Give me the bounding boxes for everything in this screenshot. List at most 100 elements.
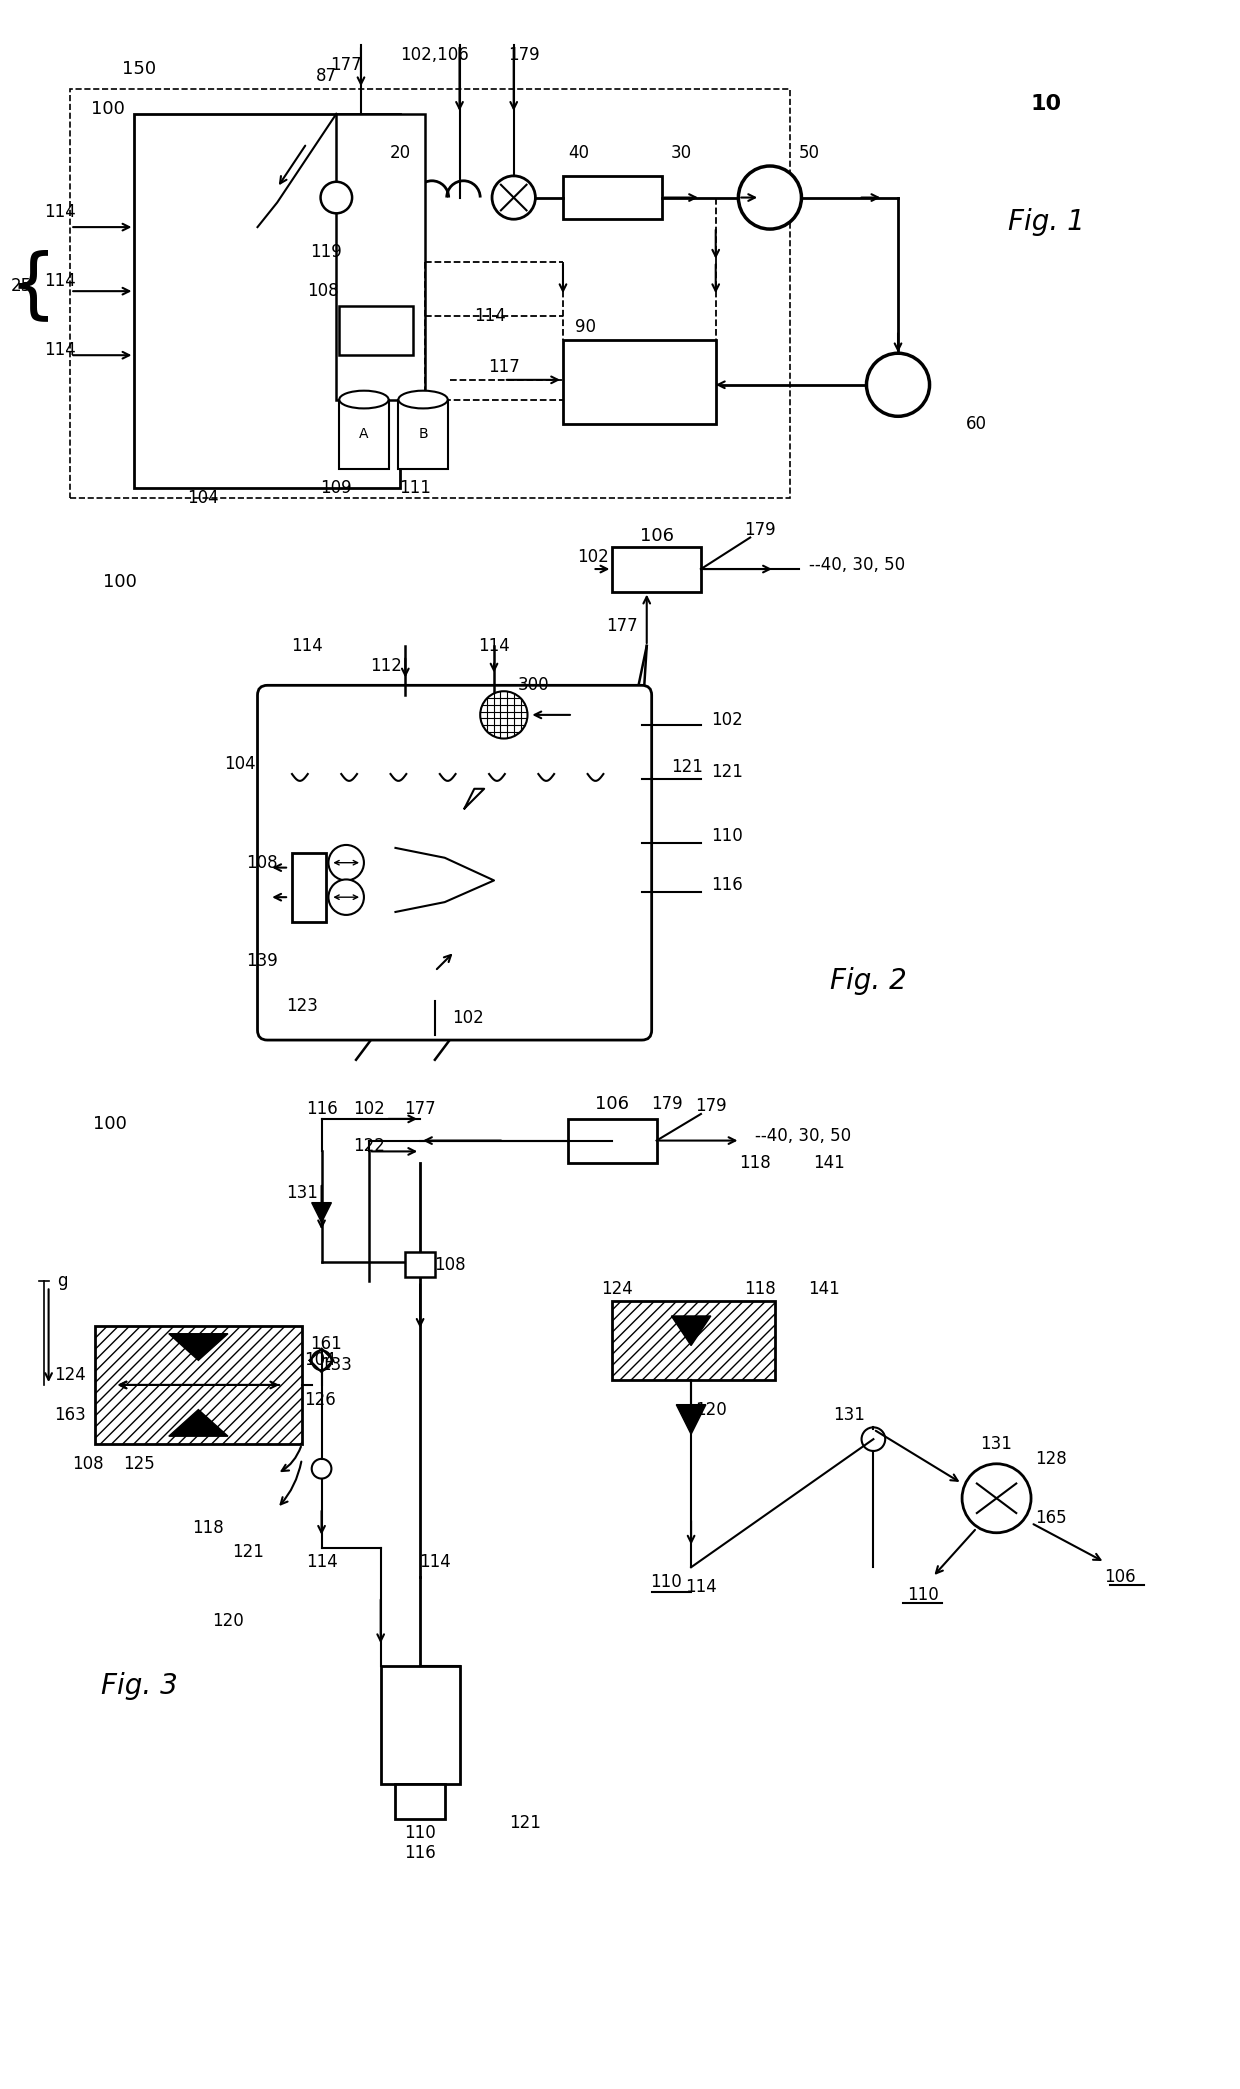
Bar (398, 399, 448, 468)
Text: 104: 104 (224, 754, 255, 773)
Text: 179: 179 (694, 1097, 727, 1116)
Bar (340, 305, 413, 355)
Bar (381, 1665, 460, 1784)
Text: 177: 177 (404, 1101, 436, 1118)
Text: 126: 126 (304, 1391, 336, 1408)
Text: 102: 102 (577, 547, 609, 566)
Text: 141: 141 (813, 1155, 844, 1172)
Text: --40, 30, 50: --40, 30, 50 (755, 1126, 851, 1145)
Text: 40: 40 (568, 144, 589, 163)
Text: Fig. 1: Fig. 1 (1008, 209, 1085, 236)
Text: 102: 102 (453, 1009, 485, 1028)
Text: 179: 179 (744, 520, 776, 539)
Text: {: { (9, 249, 57, 324)
Text: 177: 177 (606, 616, 637, 635)
Text: 163: 163 (55, 1406, 86, 1423)
Text: 60: 60 (966, 416, 987, 432)
Polygon shape (311, 1203, 331, 1222)
Text: 110: 110 (906, 1586, 939, 1604)
Polygon shape (671, 1316, 711, 1345)
Text: 90: 90 (575, 318, 595, 336)
Text: 104: 104 (304, 1352, 335, 1368)
Text: 165: 165 (1035, 1508, 1066, 1527)
Bar (613, 1301, 775, 1381)
Bar (568, 1120, 657, 1164)
FancyBboxPatch shape (258, 685, 652, 1040)
Text: 133: 133 (320, 1356, 352, 1375)
Bar (405, 1251, 435, 1276)
Text: 104: 104 (187, 489, 219, 508)
Text: 131: 131 (286, 1184, 317, 1201)
Text: A: A (360, 426, 368, 441)
Text: 112: 112 (370, 656, 402, 675)
Polygon shape (676, 1404, 706, 1435)
Text: --40, 30, 50: --40, 30, 50 (810, 556, 905, 574)
Text: 150: 150 (123, 61, 156, 79)
Text: 111: 111 (399, 478, 432, 497)
Circle shape (311, 1349, 331, 1370)
Text: 114: 114 (419, 1554, 451, 1571)
Text: 108: 108 (72, 1454, 104, 1473)
Text: 10: 10 (1030, 94, 1061, 115)
Text: 114: 114 (479, 637, 510, 656)
Text: 139: 139 (247, 953, 278, 969)
Text: 121: 121 (232, 1544, 264, 1560)
Bar (134, 113, 401, 489)
Text: B: B (418, 426, 428, 441)
Text: Fig. 3: Fig. 3 (100, 1671, 177, 1700)
Circle shape (862, 1427, 885, 1452)
Text: 131: 131 (981, 1435, 1013, 1454)
Ellipse shape (340, 391, 388, 409)
Text: 124: 124 (601, 1281, 634, 1299)
Text: 114: 114 (45, 341, 77, 359)
Bar (563, 175, 661, 219)
Text: 87: 87 (316, 67, 337, 86)
Circle shape (329, 879, 363, 915)
Polygon shape (169, 1333, 228, 1360)
Text: 100: 100 (91, 100, 124, 117)
Text: 108: 108 (434, 1255, 465, 1274)
Text: 102,106: 102,106 (401, 46, 469, 63)
Text: 121: 121 (711, 762, 743, 781)
Text: 109: 109 (320, 478, 352, 497)
Text: 118: 118 (739, 1155, 771, 1172)
Text: 100: 100 (103, 572, 136, 591)
Text: 119: 119 (310, 242, 342, 261)
Bar (336, 113, 425, 399)
Circle shape (321, 182, 352, 213)
Bar (291, 852, 326, 921)
Text: 300: 300 (517, 677, 549, 694)
Circle shape (738, 165, 801, 230)
Text: 102: 102 (711, 710, 743, 729)
Text: 50: 50 (799, 144, 820, 163)
Text: 116: 116 (404, 1845, 436, 1861)
Text: g: g (57, 1272, 68, 1291)
Bar (396, 1784, 445, 1820)
Bar (95, 1327, 301, 1443)
Text: 122: 122 (353, 1136, 384, 1155)
Text: 106: 106 (1104, 1569, 1136, 1586)
Bar (563, 341, 715, 424)
Text: 128: 128 (1035, 1450, 1066, 1469)
Text: 110: 110 (404, 1824, 436, 1842)
Text: 121: 121 (671, 758, 703, 777)
Text: 25: 25 (10, 278, 31, 295)
Text: 100: 100 (93, 1116, 126, 1132)
Bar (340, 399, 388, 468)
Text: 116: 116 (711, 877, 743, 894)
Text: 124: 124 (55, 1366, 86, 1385)
Text: 161: 161 (310, 1335, 342, 1352)
Text: 120: 120 (212, 1613, 244, 1629)
Circle shape (867, 353, 930, 416)
Text: 30: 30 (671, 144, 692, 163)
Circle shape (480, 691, 527, 740)
Text: 131: 131 (833, 1406, 864, 1423)
Text: 117: 117 (489, 357, 520, 376)
Circle shape (492, 175, 536, 219)
Text: 108: 108 (247, 854, 278, 871)
Circle shape (962, 1464, 1030, 1533)
Text: 123: 123 (286, 996, 317, 1015)
Text: 118: 118 (744, 1281, 776, 1299)
Text: 20: 20 (389, 144, 410, 163)
Text: 118: 118 (192, 1519, 224, 1538)
